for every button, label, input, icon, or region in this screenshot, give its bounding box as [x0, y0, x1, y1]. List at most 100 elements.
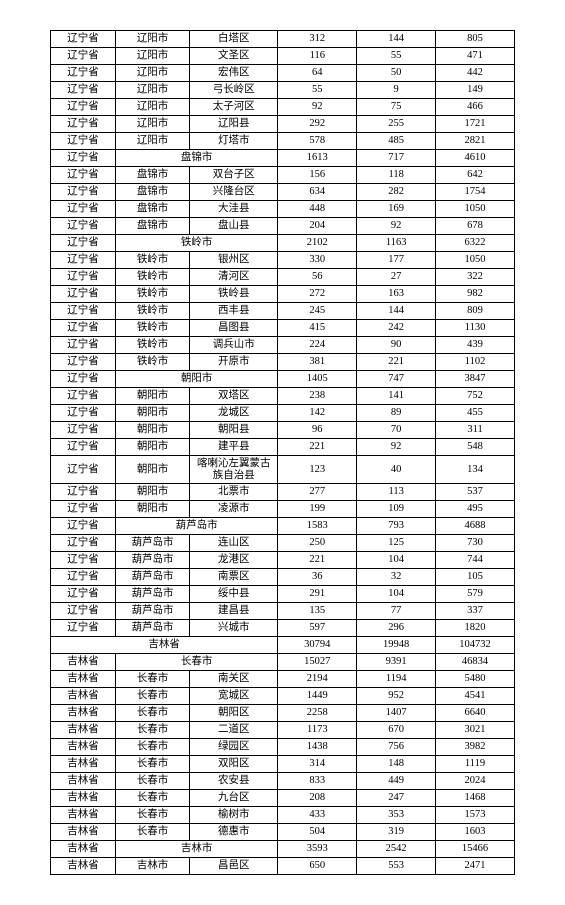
value-cell: 6322	[436, 235, 515, 252]
province-cell: 辽宁省	[51, 303, 116, 320]
city-cell: 盘锦市	[115, 150, 277, 167]
value-cell: 104	[357, 586, 436, 603]
value-cell: 291	[278, 586, 357, 603]
value-cell: 149	[436, 82, 515, 99]
value-cell: 642	[436, 167, 515, 184]
value-cell: 381	[278, 354, 357, 371]
value-cell: 1405	[278, 371, 357, 388]
value-cell: 793	[357, 518, 436, 535]
value-cell: 433	[278, 807, 357, 824]
district-cell: 太子河区	[190, 99, 278, 116]
value-cell: 471	[436, 48, 515, 65]
district-cell: 辽阳县	[190, 116, 278, 133]
value-cell: 752	[436, 388, 515, 405]
table-row: 吉林省吉林市3593254215466	[51, 841, 515, 858]
province-cell: 辽宁省	[51, 405, 116, 422]
city-cell: 葫芦岛市	[115, 552, 189, 569]
province-cell: 吉林省	[51, 671, 116, 688]
city-cell: 辽阳市	[115, 31, 189, 48]
value-cell: 125	[357, 535, 436, 552]
table-row: 吉林省长春市南关区219411945480	[51, 671, 515, 688]
city-cell: 长春市	[115, 790, 189, 807]
city-cell: 长春市	[115, 739, 189, 756]
value-cell: 177	[357, 252, 436, 269]
table-row: 吉林省长春市朝阳区225814076640	[51, 705, 515, 722]
value-cell: 6640	[436, 705, 515, 722]
table-row: 辽宁省朝阳市龙城区14289455	[51, 405, 515, 422]
city-cell: 朝阳市	[115, 422, 189, 439]
value-cell: 104732	[436, 637, 515, 654]
value-cell: 1194	[357, 671, 436, 688]
table-row: 辽宁省铁岭市210211636322	[51, 235, 515, 252]
city-cell: 朝阳市	[115, 501, 189, 518]
province-cell: 辽宁省	[51, 269, 116, 286]
province-cell: 辽宁省	[51, 422, 116, 439]
table-row: 辽宁省铁岭市调兵山市22490439	[51, 337, 515, 354]
value-cell: 255	[357, 116, 436, 133]
value-cell: 1163	[357, 235, 436, 252]
district-cell: 凌源市	[190, 501, 278, 518]
value-cell: 548	[436, 439, 515, 456]
table-row: 辽宁省辽阳市宏伟区6450442	[51, 65, 515, 82]
district-cell: 绿园区	[190, 739, 278, 756]
value-cell: 747	[357, 371, 436, 388]
city-cell: 盘锦市	[115, 218, 189, 235]
table-row: 吉林省长春市双阳区3141481119	[51, 756, 515, 773]
value-cell: 319	[357, 824, 436, 841]
value-cell: 89	[357, 405, 436, 422]
province-cell: 辽宁省	[51, 518, 116, 535]
value-cell: 292	[278, 116, 357, 133]
province-cell: 辽宁省	[51, 116, 116, 133]
value-cell: 1721	[436, 116, 515, 133]
city-cell: 朝阳市	[115, 405, 189, 422]
value-cell: 163	[357, 286, 436, 303]
district-cell: 白塔区	[190, 31, 278, 48]
value-cell: 64	[278, 65, 357, 82]
province-cell: 辽宁省	[51, 569, 116, 586]
value-cell: 56	[278, 269, 357, 286]
table-row: 辽宁省辽阳市文圣区11655471	[51, 48, 515, 65]
district-cell: 喀喇沁左翼蒙古族自治县	[190, 456, 278, 484]
value-cell: 134	[436, 456, 515, 484]
table-row: 辽宁省辽阳市辽阳县2922551721	[51, 116, 515, 133]
value-cell: 19948	[357, 637, 436, 654]
province-cell: 辽宁省	[51, 456, 116, 484]
district-cell: 建平县	[190, 439, 278, 456]
city-cell: 长春市	[115, 773, 189, 790]
value-cell: 4610	[436, 150, 515, 167]
district-cell: 文圣区	[190, 48, 278, 65]
table-row: 辽宁省葫芦岛市15837934688	[51, 518, 515, 535]
value-cell: 2194	[278, 671, 357, 688]
table-row: 辽宁省铁岭市银州区3301771050	[51, 252, 515, 269]
table-row: 辽宁省铁岭市清河区5627322	[51, 269, 515, 286]
table-row: 辽宁省朝阳市双塔区238141752	[51, 388, 515, 405]
value-cell: 1573	[436, 807, 515, 824]
province-cell: 辽宁省	[51, 252, 116, 269]
city-cell: 朝阳市	[115, 484, 189, 501]
province-cell: 辽宁省	[51, 31, 116, 48]
table-row: 辽宁省葫芦岛市建昌县13577337	[51, 603, 515, 620]
value-cell: 1130	[436, 320, 515, 337]
table-row: 辽宁省盘锦市兴隆台区6342821754	[51, 184, 515, 201]
province-cell: 辽宁省	[51, 620, 116, 637]
district-cell: 弓长岭区	[190, 82, 278, 99]
value-cell: 15466	[436, 841, 515, 858]
district-cell: 榆树市	[190, 807, 278, 824]
table-row: 辽宁省辽阳市白塔区312144805	[51, 31, 515, 48]
value-cell: 204	[278, 218, 357, 235]
table-row: 辽宁省盘锦市双台子区156118642	[51, 167, 515, 184]
table-row: 辽宁省辽阳市灯塔市5784852821	[51, 133, 515, 150]
province-cell: 吉林省	[51, 654, 116, 671]
province-cell: 辽宁省	[51, 337, 116, 354]
value-cell: 1050	[436, 201, 515, 218]
value-cell: 247	[357, 790, 436, 807]
value-cell: 142	[278, 405, 357, 422]
district-cell: 清河区	[190, 269, 278, 286]
value-cell: 113	[357, 484, 436, 501]
value-cell: 579	[436, 586, 515, 603]
table-row: 辽宁省葫芦岛市南票区3632105	[51, 569, 515, 586]
city-cell: 长春市	[115, 824, 189, 841]
value-cell: 314	[278, 756, 357, 773]
value-cell: 32	[357, 569, 436, 586]
value-cell: 322	[436, 269, 515, 286]
